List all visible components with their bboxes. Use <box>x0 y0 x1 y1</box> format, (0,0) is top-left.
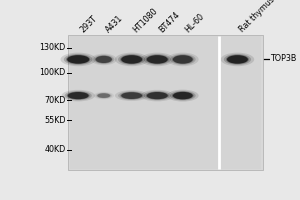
Ellipse shape <box>61 53 96 66</box>
Ellipse shape <box>147 92 168 99</box>
Ellipse shape <box>98 93 110 98</box>
Text: TOP3B: TOP3B <box>270 54 296 63</box>
Ellipse shape <box>115 90 148 101</box>
Ellipse shape <box>61 90 95 101</box>
Ellipse shape <box>64 54 92 65</box>
Ellipse shape <box>172 55 194 64</box>
FancyBboxPatch shape <box>70 36 261 169</box>
Ellipse shape <box>146 92 169 100</box>
Text: 100KD: 100KD <box>39 68 65 77</box>
Ellipse shape <box>115 53 148 66</box>
Ellipse shape <box>67 55 89 64</box>
Ellipse shape <box>97 93 111 98</box>
Ellipse shape <box>147 55 168 64</box>
Ellipse shape <box>227 55 248 64</box>
Ellipse shape <box>140 90 174 101</box>
Text: Rat thymus: Rat thymus <box>238 0 276 34</box>
Text: 55KD: 55KD <box>44 116 65 125</box>
Ellipse shape <box>144 91 171 100</box>
Ellipse shape <box>96 56 112 63</box>
Text: 293T: 293T <box>78 14 99 34</box>
Ellipse shape <box>93 55 114 64</box>
Text: 70KD: 70KD <box>44 96 65 105</box>
Ellipse shape <box>91 54 117 65</box>
Ellipse shape <box>167 53 199 66</box>
FancyBboxPatch shape <box>68 35 263 170</box>
Ellipse shape <box>120 92 143 99</box>
Ellipse shape <box>173 92 193 99</box>
Ellipse shape <box>140 53 174 66</box>
Text: BT474: BT474 <box>157 10 182 34</box>
Text: 40KD: 40KD <box>44 145 65 154</box>
Ellipse shape <box>121 92 142 99</box>
Ellipse shape <box>144 54 171 65</box>
Ellipse shape <box>66 55 90 64</box>
Text: HL-60: HL-60 <box>183 11 206 34</box>
Ellipse shape <box>172 92 194 100</box>
Text: A431: A431 <box>104 13 124 34</box>
Ellipse shape <box>173 55 193 64</box>
Ellipse shape <box>64 91 92 100</box>
Ellipse shape <box>95 55 113 63</box>
Ellipse shape <box>170 91 196 100</box>
Ellipse shape <box>224 54 251 65</box>
Ellipse shape <box>121 55 142 64</box>
Ellipse shape <box>221 53 254 66</box>
Ellipse shape <box>94 92 114 99</box>
Ellipse shape <box>67 92 90 100</box>
Text: 130KD: 130KD <box>39 43 65 52</box>
Ellipse shape <box>146 55 169 64</box>
Ellipse shape <box>167 90 199 102</box>
Ellipse shape <box>226 55 249 64</box>
Ellipse shape <box>120 55 143 64</box>
Ellipse shape <box>118 54 145 65</box>
Ellipse shape <box>118 91 145 100</box>
Ellipse shape <box>68 92 89 99</box>
Text: HT1080: HT1080 <box>132 6 160 34</box>
Ellipse shape <box>170 54 196 65</box>
Ellipse shape <box>95 93 112 99</box>
